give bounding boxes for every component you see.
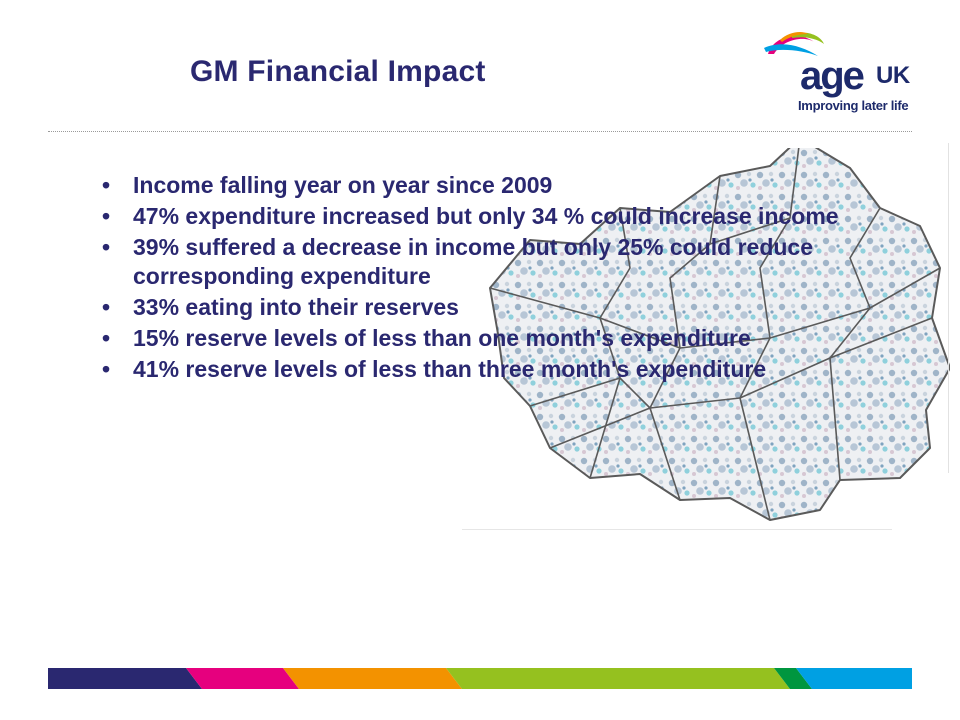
bullet-item: • 47% expenditure increased but only 34 %… — [102, 202, 882, 231]
slide-title: GM Financial Impact — [190, 55, 486, 88]
bullet-text: 33% eating into their reserves — [133, 294, 459, 320]
map-edge-line — [948, 143, 949, 473]
header-divider — [48, 131, 912, 132]
bullet-item: • 41% reserve levels of less than three m… — [102, 355, 882, 384]
bullet-item: • Income falling year on year since 2009 — [102, 171, 882, 200]
bullet-list: • Income falling year on year since 2009 … — [102, 171, 882, 386]
logo-suffix: UK — [876, 62, 910, 89]
bullet-glyph: • — [102, 294, 111, 320]
bullet-item: • 39% suffered a decrease in income but o… — [102, 233, 882, 291]
bullet-text: 39% suffered a decrease in income but on… — [133, 234, 814, 289]
age-uk-logo: age UK Improving later life — [762, 28, 922, 113]
footer-colour-stripe — [48, 668, 912, 689]
bullet-item: • 15% reserve levels of less than one mon… — [102, 324, 882, 353]
bullet-text: 47% expenditure increased but only 34 % … — [133, 203, 839, 229]
bullet-text: 15% reserve levels of less than one mont… — [133, 325, 751, 351]
bullet-glyph: • — [102, 203, 111, 229]
region-map-icon — [489, 148, 950, 521]
logo-wordmark: age — [800, 54, 865, 98]
logo-tagline: Improving later life — [798, 98, 909, 113]
stripe-navy — [48, 668, 202, 689]
stripe-teal — [774, 668, 812, 689]
stripe-green — [446, 668, 790, 689]
map-baseline — [462, 529, 892, 530]
bullet-glyph: • — [102, 172, 111, 198]
bullet-glyph: • — [102, 325, 111, 351]
logo-swoosh-icon — [764, 32, 824, 56]
bullet-glyph: • — [102, 356, 111, 382]
bullet-item: • 33% eating into their reserves — [102, 293, 882, 322]
bullet-text: 41% reserve levels of less than three mo… — [133, 356, 767, 382]
bullet-text: Income falling year on year since 2009 — [133, 172, 553, 198]
stripe-blue — [796, 668, 912, 689]
stripe-pink — [186, 668, 299, 689]
bullet-glyph: • — [102, 234, 111, 260]
stripe-orange — [283, 668, 462, 689]
